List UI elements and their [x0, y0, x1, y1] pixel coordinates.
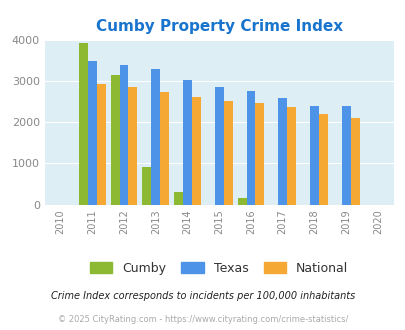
Bar: [79, 43, 87, 205]
Title: Cumby Property Crime Index: Cumby Property Crime Index: [96, 19, 342, 34]
Bar: [214, 87, 223, 205]
Bar: [183, 81, 192, 205]
Bar: [128, 86, 137, 205]
Bar: [277, 98, 286, 205]
Legend: Cumby, Texas, National: Cumby, Texas, National: [85, 257, 353, 280]
Text: Crime Index corresponds to incidents per 100,000 inhabitants: Crime Index corresponds to incidents per…: [51, 291, 354, 301]
Bar: [318, 114, 327, 205]
Bar: [237, 198, 246, 205]
Text: © 2025 CityRating.com - https://www.cityrating.com/crime-statistics/: © 2025 CityRating.com - https://www.city…: [58, 315, 347, 324]
Bar: [246, 91, 255, 205]
Bar: [192, 97, 200, 205]
Bar: [309, 106, 318, 205]
Bar: [96, 84, 105, 205]
Bar: [119, 65, 128, 205]
Bar: [111, 75, 119, 205]
Bar: [151, 69, 160, 205]
Bar: [341, 106, 350, 205]
Bar: [160, 92, 168, 205]
Bar: [350, 117, 359, 205]
Bar: [255, 103, 264, 205]
Bar: [286, 107, 295, 205]
Bar: [174, 192, 183, 205]
Bar: [142, 168, 151, 205]
Bar: [223, 101, 232, 205]
Bar: [87, 61, 96, 205]
